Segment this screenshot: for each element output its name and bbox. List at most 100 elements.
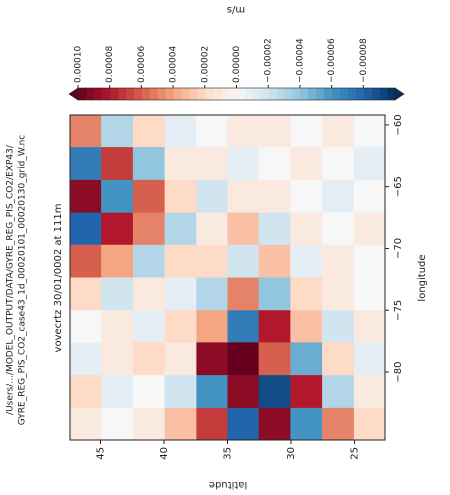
colorbar-segment xyxy=(101,88,111,100)
heat-cell xyxy=(101,374,134,408)
heat-cell xyxy=(164,114,197,148)
heat-cell xyxy=(196,179,228,213)
colorbar-segment xyxy=(355,88,364,100)
colorbar-segment xyxy=(220,88,230,100)
colorbar-tick-label: 0.00000 xyxy=(232,46,242,83)
heat-cell xyxy=(290,179,323,213)
heat-cell xyxy=(196,407,228,440)
y-tick-label: 35 xyxy=(223,447,234,460)
heat-cell xyxy=(258,114,291,148)
colorbar-extend xyxy=(394,87,405,101)
heat-cell xyxy=(70,407,102,440)
heat-cell xyxy=(227,146,260,180)
heat-cell xyxy=(101,277,134,311)
heat-cell xyxy=(101,309,134,343)
heat-cell xyxy=(70,374,102,408)
y-tick-label: 40 xyxy=(159,447,170,460)
heat-cell xyxy=(196,114,228,148)
heat-cell xyxy=(164,277,197,311)
heat-cell xyxy=(132,146,166,180)
colorbar-segment xyxy=(284,88,293,100)
heat-cell xyxy=(290,244,323,278)
heat-cell xyxy=(322,179,355,213)
colorbar-tick-label: −0.00004 xyxy=(295,38,305,83)
title-line: GYRE_REG_PIS_CO2_case43_1d_00020101_0002… xyxy=(18,135,28,426)
colorbar-segment xyxy=(363,88,372,100)
heat-cell xyxy=(322,374,355,408)
heat-cell xyxy=(227,341,260,376)
colorbar-tick-label: 0.00008 xyxy=(105,46,115,83)
heat-cell xyxy=(164,212,197,245)
heat-cell xyxy=(227,179,260,213)
colorbar-segment xyxy=(252,88,261,100)
heat-cell xyxy=(132,374,166,408)
colorbar-segment xyxy=(236,88,245,100)
heat-cell xyxy=(353,179,386,213)
heat-cell xyxy=(101,407,134,440)
y-tick-label: 25 xyxy=(350,447,361,460)
colorbar-segment xyxy=(204,88,214,100)
x-axis-label: longitude xyxy=(417,254,428,301)
heat-cell xyxy=(227,374,260,408)
heat-cell xyxy=(322,407,355,440)
heat-cell xyxy=(258,374,291,408)
colorbar-segment xyxy=(125,88,134,100)
heat-cell xyxy=(322,277,355,311)
heat-cell xyxy=(353,374,386,408)
heat-cell xyxy=(258,407,291,440)
colorbar-segment xyxy=(379,88,388,100)
colorbar-segment xyxy=(85,88,95,100)
colorbar-segment xyxy=(244,88,253,100)
heat-cell xyxy=(196,277,228,311)
heat-cell xyxy=(258,179,291,213)
colorbar-segment xyxy=(323,88,333,100)
heat-cell xyxy=(196,374,228,408)
colorbar-segment xyxy=(196,88,206,100)
heat-cell xyxy=(227,309,260,343)
heat-cell xyxy=(70,341,102,376)
heat-cell xyxy=(258,146,291,180)
colorbar-segment xyxy=(228,88,237,100)
heat-cell xyxy=(290,277,323,311)
colorbar-segment xyxy=(331,88,341,100)
heat-cell xyxy=(70,244,102,278)
colorbar-segment xyxy=(268,88,277,100)
heat-cell xyxy=(353,212,386,245)
colorbar-tick-label: −0.00008 xyxy=(359,38,369,83)
colorbar-segment xyxy=(339,88,348,100)
heat-cell xyxy=(196,309,228,343)
heat-cell xyxy=(196,212,228,245)
colorbar-tick-label: 0.00002 xyxy=(200,46,210,83)
heat-cell xyxy=(101,212,134,245)
heat-cell xyxy=(101,114,134,148)
heat-cell xyxy=(322,212,355,245)
heat-cell xyxy=(164,179,197,213)
colorbar-segment xyxy=(149,88,158,100)
colorbar-tick-label: −0.00002 xyxy=(264,38,274,83)
heat-cell xyxy=(164,374,197,408)
colorbar-segment xyxy=(276,88,285,100)
colorbar-segment xyxy=(165,88,174,100)
y-tick-label: 45 xyxy=(95,447,106,460)
colorbar-segment xyxy=(387,88,396,100)
heat-cell xyxy=(227,212,260,245)
heat-cell xyxy=(353,114,386,148)
heat-cell xyxy=(227,277,260,311)
colorbar-tick-label: 0.00010 xyxy=(74,46,84,83)
heat-cell xyxy=(322,146,355,180)
subtitle: vovecrtz 30/01/0002 at 111m xyxy=(53,204,64,353)
x-tick-label: −75 xyxy=(393,300,404,321)
heat-cell xyxy=(227,407,260,440)
heat-cell xyxy=(132,309,166,343)
colorbar-segment xyxy=(173,88,182,100)
heat-cell xyxy=(101,146,134,180)
colorbar-segment xyxy=(78,88,87,100)
heat-cell xyxy=(322,244,355,278)
heat-cell xyxy=(227,244,260,278)
heat-cell xyxy=(258,309,291,343)
heat-cell xyxy=(290,309,323,343)
heat-cell xyxy=(196,146,228,180)
heat-cell xyxy=(70,309,102,343)
